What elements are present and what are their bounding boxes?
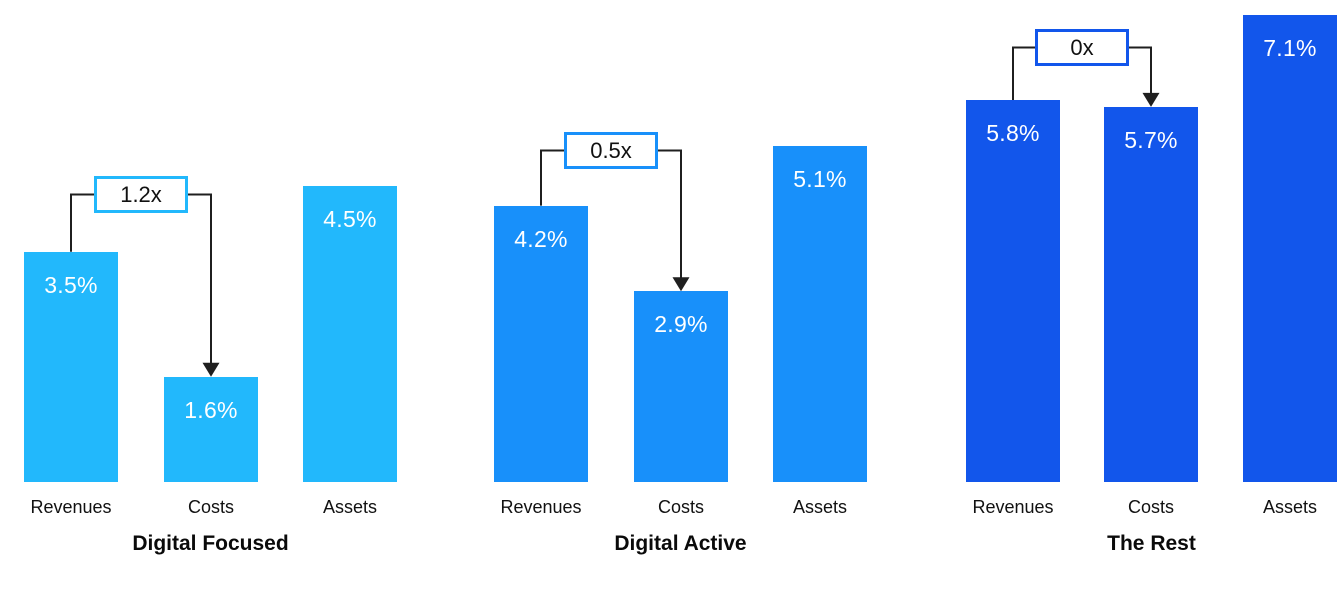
category-label-revenues: Revenues <box>972 497 1054 517</box>
bar-costs: 5.7% <box>1104 106 1198 482</box>
bar-value-label: 2.9% <box>654 311 708 338</box>
category-label-assets: Assets <box>322 497 378 517</box>
bar-value-label: 5.7% <box>1124 126 1178 153</box>
bar-costs: 2.9% <box>634 291 728 482</box>
category-label-costs: Costs <box>657 497 704 517</box>
multiplier-annotation-box: 0.5x <box>564 132 658 169</box>
category-label-assets: Assets <box>1262 497 1318 517</box>
bar-revenues: 4.2% <box>494 205 588 482</box>
bar-assets: 7.1% <box>1243 14 1337 482</box>
group-title-digital-focused: Digital Focused <box>132 532 289 555</box>
bar-assets: 4.5% <box>303 185 397 482</box>
bar-costs: 1.6% <box>164 376 258 482</box>
category-label-costs: Costs <box>1127 497 1174 517</box>
group-title-digital-active: Digital Active <box>614 532 747 555</box>
category-label-costs: Costs <box>187 497 234 517</box>
bar-value-label: 4.2% <box>514 225 568 252</box>
bar-assets: 5.1% <box>773 146 867 482</box>
multiplier-annotation-box: 1.2x <box>94 176 188 213</box>
bar-value-label: 5.1% <box>793 166 847 193</box>
category-label-assets: Assets <box>792 497 848 517</box>
bar-value-label: 7.1% <box>1263 34 1317 61</box>
group-title-the-rest: The Rest <box>1107 532 1196 555</box>
bar-value-label: 3.5% <box>44 271 98 298</box>
bar-value-label: 5.8% <box>986 120 1040 147</box>
bar-value-label: 4.5% <box>323 205 377 232</box>
category-label-revenues: Revenues <box>30 497 112 517</box>
bar-revenues: 3.5% <box>24 251 118 482</box>
category-label-revenues: Revenues <box>500 497 582 517</box>
multiplier-annotation-box: 0x <box>1035 29 1129 66</box>
bar-revenues: 5.8% <box>966 100 1060 482</box>
bar-value-label: 1.6% <box>184 396 238 423</box>
